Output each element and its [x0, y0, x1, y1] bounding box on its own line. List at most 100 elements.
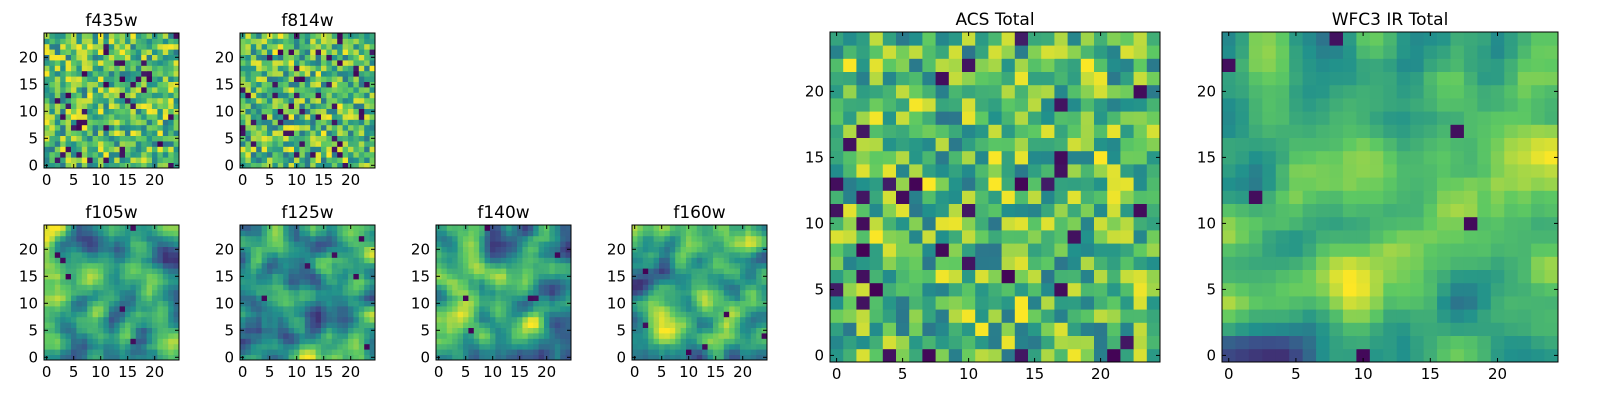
heatmap-cell: [1275, 216, 1290, 231]
heatmap-cell: [1410, 256, 1424, 270]
heatmap-cell: [283, 349, 289, 355]
heatmap-cell: [1477, 269, 1492, 284]
heatmap-cell: [452, 241, 458, 247]
heatmap-cell: [1316, 150, 1330, 165]
heatmap-cell: [256, 162, 262, 169]
heatmap-cell: [1369, 190, 1384, 204]
heatmap-cell: [882, 32, 897, 46]
heatmap-cell: [533, 327, 539, 334]
heatmap-cell: [348, 279, 354, 285]
heatmap-cell: [141, 103, 147, 109]
heatmap-cell: [1450, 282, 1465, 297]
heatmap-cell: [162, 338, 169, 345]
heatmap-cell: [948, 243, 963, 257]
heatmap-cell: [358, 76, 365, 82]
heatmap-cell: [81, 279, 88, 285]
heatmap-cell: [1356, 322, 1371, 336]
heatmap-cell: [1342, 203, 1357, 218]
heatmap-cell: [948, 137, 963, 152]
heatmap-cell: [114, 252, 120, 258]
heatmap-cell: [1262, 296, 1277, 310]
heatmap-cell: [168, 43, 174, 50]
heatmap-cell: [103, 162, 110, 169]
heatmap-cell: [342, 43, 349, 50]
heatmap-cell: [975, 269, 989, 284]
heatmap-cell: [935, 32, 950, 46]
heatmap-cell: [337, 252, 343, 258]
heatmap-cell: [337, 119, 343, 126]
heatmap-cell: [1094, 150, 1108, 165]
heatmap-cell: [554, 343, 561, 350]
heatmap-cell: [157, 119, 164, 126]
heatmap-cell: [1504, 164, 1519, 178]
heatmap-cell: [250, 230, 257, 237]
heatmap-cell: [457, 311, 464, 318]
heatmap-cell: [761, 268, 768, 274]
heatmap-cell: [65, 76, 72, 82]
heatmap-cell: [653, 316, 660, 323]
heatmap-cell: [135, 322, 142, 328]
heatmap-cell: [1146, 124, 1161, 138]
heatmap-cell: [348, 327, 354, 334]
heatmap-cell: [1342, 348, 1357, 363]
heatmap-cell: [637, 252, 644, 258]
heatmap-cell: [1133, 269, 1148, 284]
heatmap-cell: [922, 58, 936, 72]
heatmap-cell: [288, 146, 295, 153]
heatmap-cell: [71, 241, 77, 247]
heatmap-cell: [632, 262, 638, 269]
heatmap-cell: [948, 203, 963, 218]
heatmap-cell: [538, 225, 545, 231]
heatmap-cell: [103, 252, 110, 258]
heatmap-cell: [740, 322, 746, 328]
heatmap-cell: [146, 157, 153, 163]
heatmap-cell: [1146, 164, 1161, 178]
heatmap-cell: [659, 306, 665, 312]
heatmap-cell: [310, 103, 316, 109]
heatmap-cell: [948, 190, 963, 204]
heatmap-cell: [468, 289, 475, 296]
heatmap-cell: [1262, 309, 1277, 323]
heatmap-cell: [76, 316, 83, 323]
heatmap-cell: [1423, 296, 1438, 310]
heatmap-cell: [369, 43, 376, 50]
heatmap-cell: [441, 316, 448, 323]
heatmap-cell: [1146, 269, 1161, 284]
heatmap-cell: [1437, 216, 1451, 231]
heatmap-cell: [1423, 335, 1438, 350]
heatmap-cell: [261, 103, 268, 109]
heatmap-cell: [1383, 216, 1398, 231]
heatmap-cell: [1531, 322, 1545, 336]
heatmap-cell: [103, 289, 110, 296]
heatmap-cell: [522, 284, 529, 291]
heatmap-cell: [1235, 190, 1250, 204]
heatmap-cell: [119, 103, 126, 109]
heatmap-cell: [326, 76, 333, 82]
heatmap-cell: [527, 230, 534, 237]
heatmap-cell: [452, 322, 458, 328]
heatmap-cell: [935, 177, 950, 191]
heatmap-cell: [130, 103, 137, 109]
heatmap-cell: [1248, 230, 1263, 244]
heatmap-cell: [1080, 150, 1095, 165]
heatmap-cell: [1477, 216, 1492, 231]
heatmap-cell: [869, 309, 884, 323]
heatmap-cell: [125, 268, 131, 274]
heatmap-cell: [1094, 309, 1108, 323]
heatmap-cell: [92, 289, 99, 296]
heatmap-cell: [1504, 309, 1519, 323]
heatmap-cell: [463, 311, 469, 318]
heatmap-cell: [119, 289, 126, 296]
heatmap-cell: [130, 311, 137, 318]
heatmap-cell: [71, 141, 77, 147]
heatmap-cell: [560, 322, 566, 328]
heatmap-cell: [310, 333, 316, 339]
heatmap-cell: [675, 349, 681, 355]
heatmap-cell: [1014, 111, 1029, 125]
heatmap-cell: [648, 235, 654, 242]
heatmap-cell: [250, 65, 257, 72]
heatmap-cell: [81, 300, 88, 307]
heatmap-cell: [272, 279, 279, 285]
heatmap-cell: [337, 289, 343, 296]
heatmap-cell: [869, 230, 884, 244]
